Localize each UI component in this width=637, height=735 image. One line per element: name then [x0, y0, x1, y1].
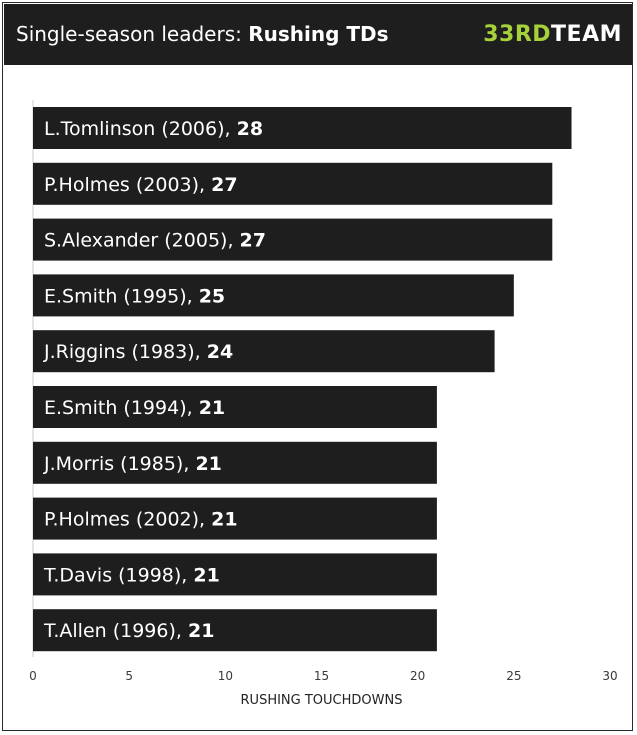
- x-axis-label: RUSHING TOUCHDOWNS: [241, 693, 403, 708]
- bar: [33, 386, 437, 428]
- bar-label: P.Holmes (2003), 27: [44, 174, 238, 196]
- bar: [33, 553, 437, 596]
- bar: [33, 330, 495, 373]
- bar-label: S.Alexander (2005), 27: [44, 230, 266, 252]
- bar: [33, 274, 514, 317]
- brand-logo-rest: TEAM: [551, 22, 622, 47]
- bar-label: T.Allen (1996), 21: [43, 620, 214, 642]
- bar-value-label: 21: [199, 397, 225, 419]
- bar: [33, 609, 437, 652]
- bar-category-label: T.Davis (1998),: [43, 564, 193, 586]
- bar-value-label: 24: [207, 341, 233, 363]
- bar-category-label: E.Smith (1995),: [44, 285, 199, 307]
- bar-label: T.Davis (1998), 21: [43, 564, 220, 586]
- bar: [33, 162, 553, 205]
- brand-logo-accent: 33RD: [483, 22, 552, 47]
- bar-value-label: 21: [188, 620, 214, 642]
- x-tick-label: 0: [29, 669, 37, 683]
- x-tick-label: 5: [125, 669, 133, 683]
- bar-label: L.Tomlinson (2006), 28: [44, 118, 263, 140]
- bar-category-label: E.Smith (1994),: [44, 397, 199, 419]
- bar-label: J.Riggins (1983), 24: [43, 341, 233, 363]
- bar-category-label: L.Tomlinson (2006),: [44, 118, 237, 140]
- x-tick-label: 15: [314, 669, 329, 683]
- bar: [33, 497, 437, 540]
- bar-label: J.Morris (1985), 21: [43, 453, 222, 475]
- x-tick-label: 10: [218, 669, 233, 683]
- bar-label: E.Smith (1994), 21: [44, 397, 225, 419]
- chart-title-bold: Rushing TDs: [248, 22, 389, 46]
- bar: [33, 218, 553, 261]
- bar: [33, 441, 437, 484]
- chart-title-prefix: Single-season leaders:: [16, 22, 249, 46]
- bar-category-label: T.Allen (1996),: [43, 620, 188, 642]
- bar-value-label: 28: [237, 118, 263, 140]
- bar-category-label: P.Holmes (2003),: [44, 174, 211, 196]
- bar-value-label: 21: [195, 453, 221, 475]
- chart-title: Single-season leaders: Rushing TDs: [16, 22, 389, 46]
- x-tick-label: 25: [506, 669, 521, 683]
- bar-value-label: 27: [240, 230, 266, 252]
- bar-category-label: P.Holmes (2002),: [44, 509, 211, 531]
- bar-category-label: J.Morris (1985),: [43, 453, 195, 475]
- bar-category-label: S.Alexander (2005),: [44, 230, 240, 252]
- brand-logo: 33RDTEAM: [483, 22, 622, 47]
- bar-label: P.Holmes (2002), 21: [44, 509, 238, 531]
- bar-value-label: 21: [193, 564, 219, 586]
- bar-category-label: J.Riggins (1983),: [43, 341, 207, 363]
- x-tick-label: 20: [410, 669, 425, 683]
- bar-value-label: 27: [211, 174, 237, 196]
- bar-label: E.Smith (1995), 25: [44, 285, 225, 307]
- bar: [33, 107, 572, 149]
- chart-header: Single-season leaders: Rushing TDs 33RDT…: [4, 4, 632, 65]
- bar-value-label: 21: [211, 509, 237, 531]
- bar-value-label: 25: [199, 285, 225, 307]
- x-tick-label: 30: [602, 669, 617, 683]
